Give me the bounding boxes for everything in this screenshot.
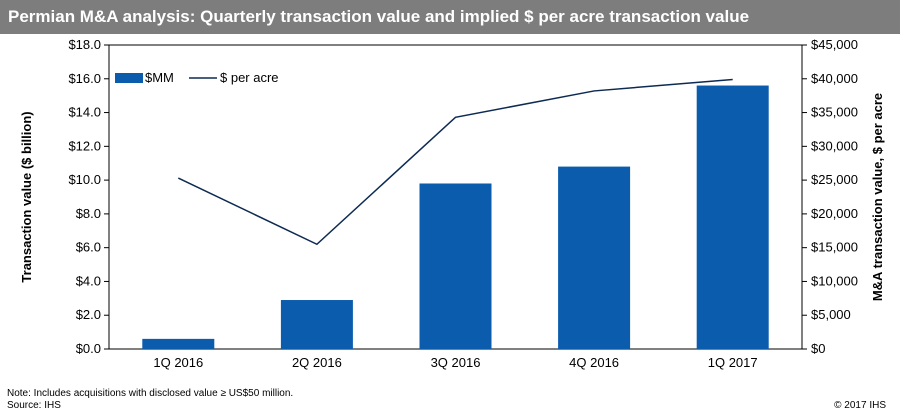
y2-tick-label: $5,000 bbox=[811, 307, 851, 322]
bar bbox=[280, 300, 353, 349]
y2-tick-label: $10,000 bbox=[811, 273, 858, 288]
chart-title: Permian M&A analysis: Quarterly transact… bbox=[8, 7, 750, 26]
legend-label-mm: $MM bbox=[145, 70, 174, 85]
y-tick-label: $8.0 bbox=[76, 206, 101, 221]
y2-tick-label: $25,000 bbox=[811, 172, 858, 187]
y2-axis-label: M&A transaction value, $ per acre bbox=[870, 93, 885, 301]
y-tick-label: $2.0 bbox=[76, 307, 101, 322]
y2-tick-label: $45,000 bbox=[811, 37, 858, 52]
y-tick-label: $4.0 bbox=[76, 273, 101, 288]
y-tick-label: $0.0 bbox=[76, 341, 101, 356]
y2-tick-label: $30,000 bbox=[811, 138, 858, 153]
x-tick-label: 1Q 2017 bbox=[708, 355, 758, 370]
y2-tick-label: $15,000 bbox=[811, 240, 858, 255]
y2-tick-label: $20,000 bbox=[811, 206, 858, 221]
y-tick-label: $14.0 bbox=[68, 105, 101, 120]
x-tick-label: 1Q 2016 bbox=[153, 355, 203, 370]
chart: $0.0 $2.0 $4.0 $6.0 $8.0 $10.0 $12.0 $14.0 $16.0… bbox=[19, 37, 885, 370]
bar bbox=[558, 166, 631, 349]
copyright: © 2017 IHS bbox=[834, 400, 886, 411]
legend-label-per-acre: $ per acre bbox=[220, 70, 279, 85]
y-axis-label: Transaction value ($ billion) bbox=[19, 111, 34, 282]
note: Note: Includes acquisitions with disclos… bbox=[7, 388, 294, 399]
y-tick-label: $18.0 bbox=[68, 37, 101, 52]
y2-tick-label: $35,000 bbox=[811, 105, 858, 120]
y-tick-label: $6.0 bbox=[76, 240, 101, 255]
y-tick-label: $10.0 bbox=[68, 172, 101, 187]
legend: $MM $ per acre bbox=[115, 70, 279, 85]
x-tick-label: 2Q 2016 bbox=[292, 355, 342, 370]
bar bbox=[419, 183, 492, 349]
y2-tick-label: $0 bbox=[811, 341, 825, 356]
y-tick-label: $16.0 bbox=[68, 71, 101, 86]
source: Source: IHS bbox=[7, 400, 61, 411]
y-tick-label: $12.0 bbox=[68, 138, 101, 153]
x-tick-label: 4Q 2016 bbox=[569, 355, 619, 370]
legend-swatch-bar bbox=[115, 73, 143, 83]
title-bar: Permian M&A analysis: Quarterly transact… bbox=[0, 0, 900, 34]
bar bbox=[142, 338, 215, 349]
bar bbox=[696, 85, 769, 350]
x-tick-label: 3Q 2016 bbox=[431, 355, 481, 370]
y2-tick-label: $40,000 bbox=[811, 71, 858, 86]
per-acre-line bbox=[177, 78, 733, 246]
